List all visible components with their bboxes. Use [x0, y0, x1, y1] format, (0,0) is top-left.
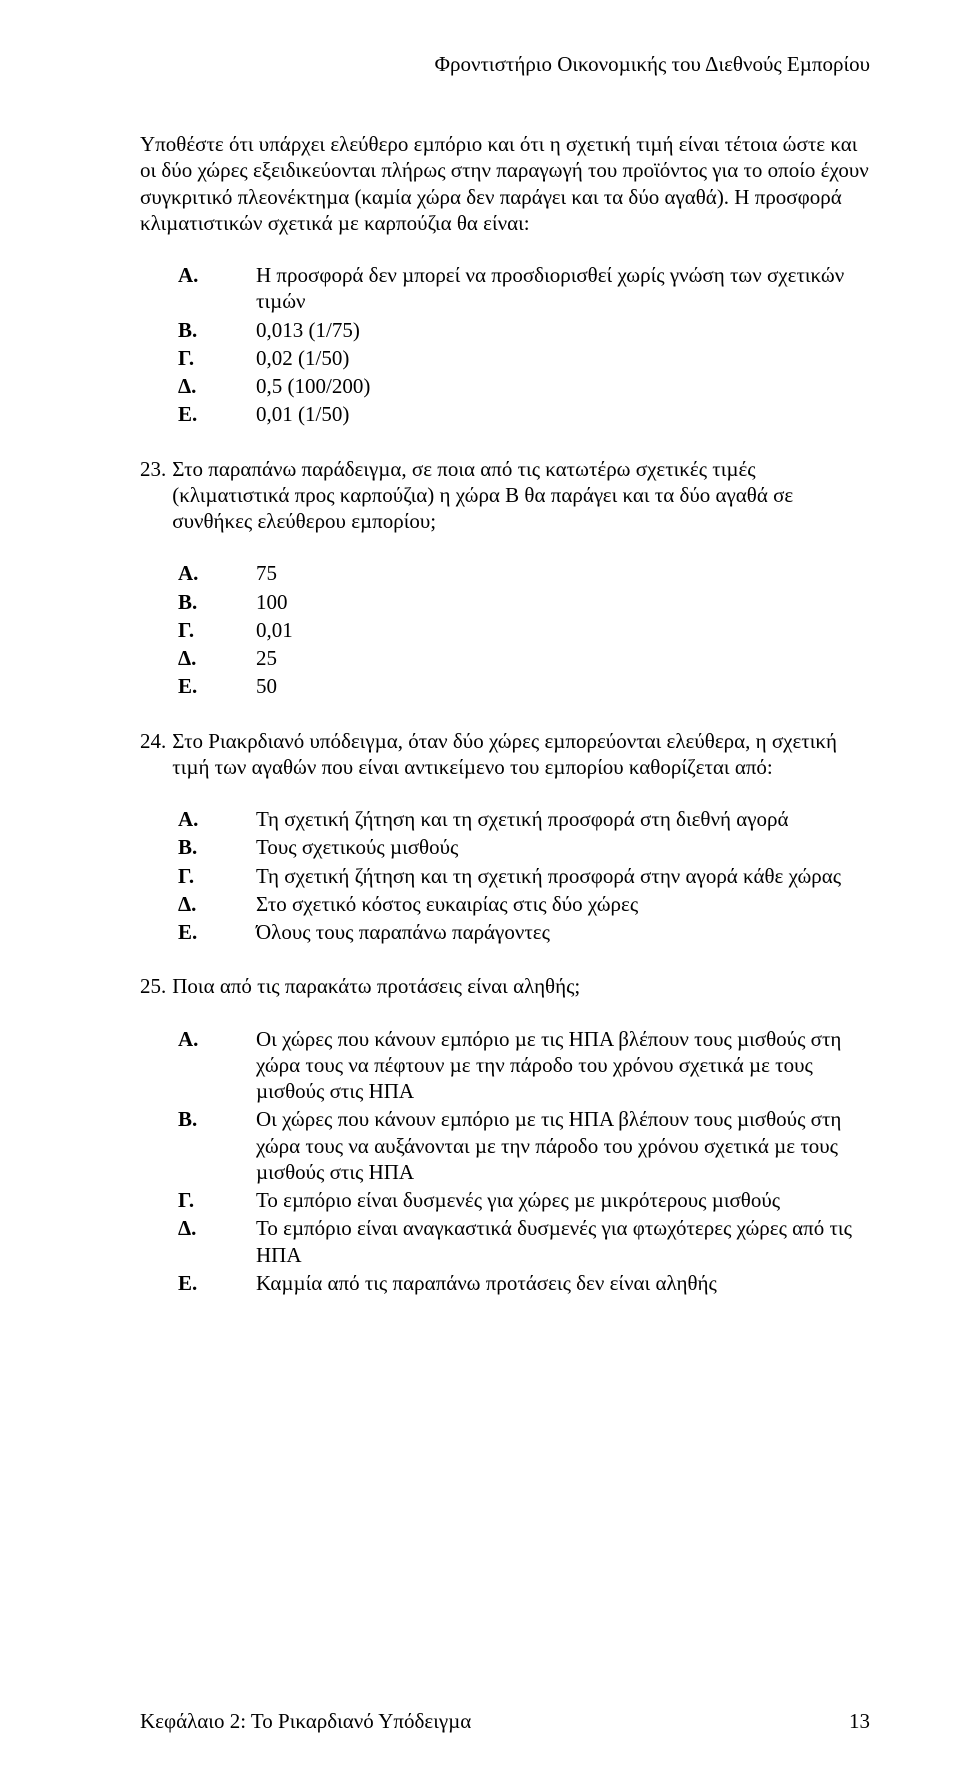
option-row: Α. Η προσφορά δεν µπορεί να προσδιορισθε… [178, 262, 870, 315]
option-text: 0,013 (1/75) [256, 317, 870, 343]
q23-options: Α. 75 Β. 100 Γ. 0,01 Δ. 25 Ε. 50 [140, 560, 870, 699]
option-row: Ε. 50 [178, 673, 870, 699]
option-text: Το εµπόριο είναι δυσµενές για χώρες µε µ… [256, 1187, 870, 1213]
option-text: 0,01 (1/50) [256, 401, 870, 427]
option-row: Α. Τη σχετική ζήτηση και τη σχετική προσ… [178, 806, 870, 832]
question-body: Στο παραπάνω παράδειγµα, σε ποια από τις… [172, 456, 870, 535]
question-23: 23. Στο παραπάνω παράδειγµα, σε ποια από… [140, 456, 870, 700]
option-label: Β. [178, 834, 256, 860]
question-24: 24. Στο Ριακρδιανό υπόδειγµα, όταν δύο χ… [140, 728, 870, 946]
option-label: Α. [178, 1026, 256, 1105]
option-text: Οι χώρες που κάνουν εµπόριο µε τις ΗΠΑ β… [256, 1026, 870, 1105]
option-row: Β. Τους σχετικούς µισθούς [178, 834, 870, 860]
q25-options: Α. Οι χώρες που κάνουν εµπόριο µε τις ΗΠ… [140, 1026, 870, 1297]
option-row: Α. 75 [178, 560, 870, 586]
option-label: Ε. [178, 401, 256, 427]
option-text: Όλους τους παραπάνω παράγοντες [256, 919, 870, 945]
option-row: Ε. Καµµία από τις παραπάνω προτάσεις δεν… [178, 1270, 870, 1296]
option-label: Β. [178, 1106, 256, 1185]
option-text: 25 [256, 645, 870, 671]
option-text: Τη σχετική ζήτηση και τη σχετική προσφορ… [256, 863, 870, 889]
option-label: Α. [178, 262, 256, 315]
option-label: Γ. [178, 1187, 256, 1213]
option-label: Α. [178, 806, 256, 832]
option-label: Ε. [178, 673, 256, 699]
footer-page-number: 13 [849, 1709, 870, 1734]
option-text: Η προσφορά δεν µπορεί να προσδιορισθεί χ… [256, 262, 870, 315]
option-row: Ε. Όλους τους παραπάνω παράγοντες [178, 919, 870, 945]
q24-options: Α. Τη σχετική ζήτηση και τη σχετική προσ… [140, 806, 870, 945]
option-label: Β. [178, 317, 256, 343]
option-label: Γ. [178, 863, 256, 889]
question-25: 25. Ποια από τις παρακάτω προτάσεις είνα… [140, 973, 870, 1296]
question-number: 24. [140, 728, 172, 781]
option-label: Δ. [178, 891, 256, 917]
option-text: 0,02 (1/50) [256, 345, 870, 371]
option-text: Στο σχετικό κόστος ευκαιρίας στις δύο χώ… [256, 891, 870, 917]
option-row: Δ. 0,5 (100/200) [178, 373, 870, 399]
option-row: Δ. Το εµπόριο είναι αναγκαστικά δυσµενές… [178, 1215, 870, 1268]
document-page: Φροντιστήριο Οικονοµικής του Διεθνούς Εµ… [0, 0, 960, 1774]
option-text: Τη σχετική ζήτηση και τη σχετική προσφορ… [256, 806, 870, 832]
question-text: 23. Στο παραπάνω παράδειγµα, σε ποια από… [140, 456, 870, 535]
option-row: Γ. Τη σχετική ζήτηση και τη σχετική προσ… [178, 863, 870, 889]
intro-options: Α. Η προσφορά δεν µπορεί να προσδιορισθε… [140, 262, 870, 428]
option-row: Γ. 0,02 (1/50) [178, 345, 870, 371]
option-text: 0,01 [256, 617, 870, 643]
option-text: Οι χώρες που κάνουν εµπόριο µε τις ΗΠΑ β… [256, 1106, 870, 1185]
question-number: 23. [140, 456, 172, 535]
question-text: 25. Ποια από τις παρακάτω προτάσεις είνα… [140, 973, 870, 999]
option-row: Α. Οι χώρες που κάνουν εµπόριο µε τις ΗΠ… [178, 1026, 870, 1105]
option-text: Το εµπόριο είναι αναγκαστικά δυσµενές γι… [256, 1215, 870, 1268]
question-body: Στο Ριακρδιανό υπόδειγµα, όταν δύο χώρες… [172, 728, 870, 781]
option-label: Ε. [178, 1270, 256, 1296]
option-row: Γ. Το εµπόριο είναι δυσµενές για χώρες µ… [178, 1187, 870, 1213]
question-text: 24. Στο Ριακρδιανό υπόδειγµα, όταν δύο χ… [140, 728, 870, 781]
page-header: Φροντιστήριο Οικονοµικής του Διεθνούς Εµ… [140, 52, 870, 77]
page-footer: Κεφάλαιο 2: Το Ρικαρδιανό Υπόδειγµα 13 [140, 1709, 870, 1734]
option-text: 100 [256, 589, 870, 615]
option-label: Δ. [178, 645, 256, 671]
option-row: Ε. 0,01 (1/50) [178, 401, 870, 427]
option-label: Α. [178, 560, 256, 586]
option-row: Β. 0,013 (1/75) [178, 317, 870, 343]
option-text: 75 [256, 560, 870, 586]
question-body: Ποια από τις παρακάτω προτάσεις είναι αλ… [172, 973, 870, 999]
option-text: Τους σχετικούς µισθούς [256, 834, 870, 860]
option-label: Γ. [178, 617, 256, 643]
option-row: Γ. 0,01 [178, 617, 870, 643]
option-text: 50 [256, 673, 870, 699]
option-label: Γ. [178, 345, 256, 371]
option-label: Β. [178, 589, 256, 615]
option-row: Β. 100 [178, 589, 870, 615]
intro-paragraph: Υποθέστε ότι υπάρχει ελεύθερο εµπόριο κα… [140, 131, 870, 236]
option-text: 0,5 (100/200) [256, 373, 870, 399]
option-row: Δ. 25 [178, 645, 870, 671]
footer-chapter: Κεφάλαιο 2: Το Ρικαρδιανό Υπόδειγµα [140, 1709, 471, 1734]
option-text: Καµµία από τις παραπάνω προτάσεις δεν εί… [256, 1270, 870, 1296]
option-label: Δ. [178, 373, 256, 399]
question-number: 25. [140, 973, 172, 999]
option-row: Β. Οι χώρες που κάνουν εµπόριο µε τις ΗΠ… [178, 1106, 870, 1185]
option-label: Ε. [178, 919, 256, 945]
option-row: Δ. Στο σχετικό κόστος ευκαιρίας στις δύο… [178, 891, 870, 917]
option-label: Δ. [178, 1215, 256, 1268]
